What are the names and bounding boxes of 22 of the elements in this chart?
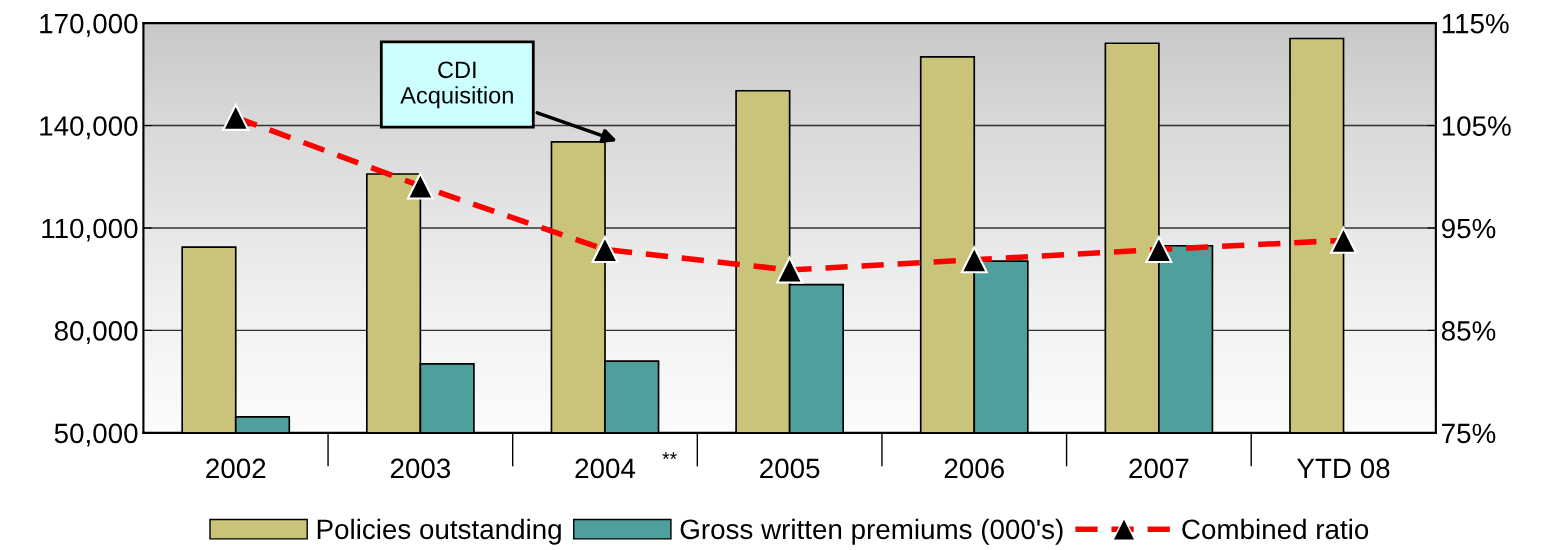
y2-tick-label: 95% <box>1442 218 1496 239</box>
y-tick-label: 110,000 <box>42 218 138 242</box>
text: ** <box>662 452 677 460</box>
x-tick-label: 2006 <box>944 458 1004 479</box>
x-tick-label: YTD 08 <box>1297 458 1390 479</box>
x-tick-label: 2004 <box>575 458 636 479</box>
y-tick-label: 170,000 <box>40 13 138 37</box>
y2-tick-label: 75% <box>1442 423 1496 444</box>
x-tick-label: 2003 <box>390 458 451 479</box>
legend-label: Policies outstanding <box>317 518 561 545</box>
legend-label: Combined ratio <box>1182 518 1369 540</box>
x-tick-label: 2005 <box>760 458 820 479</box>
annotation: CDI Acquisition <box>400 61 513 109</box>
legend-label: Gross written premiums (000's) <box>680 518 1063 545</box>
y-tick-label: 140,000 <box>40 116 138 140</box>
y-tick-label: 80,000 <box>54 321 138 345</box>
y2-tick-label: 105% <box>1442 116 1511 136</box>
y2-tick-label: 115% <box>1442 13 1509 34</box>
x-tick-label: 2002 <box>206 458 266 479</box>
x-tick-label: 2007 <box>1129 458 1189 479</box>
y-tick-label: 50,000 <box>54 423 138 447</box>
y2-tick-label: 85% <box>1441 321 1496 341</box>
